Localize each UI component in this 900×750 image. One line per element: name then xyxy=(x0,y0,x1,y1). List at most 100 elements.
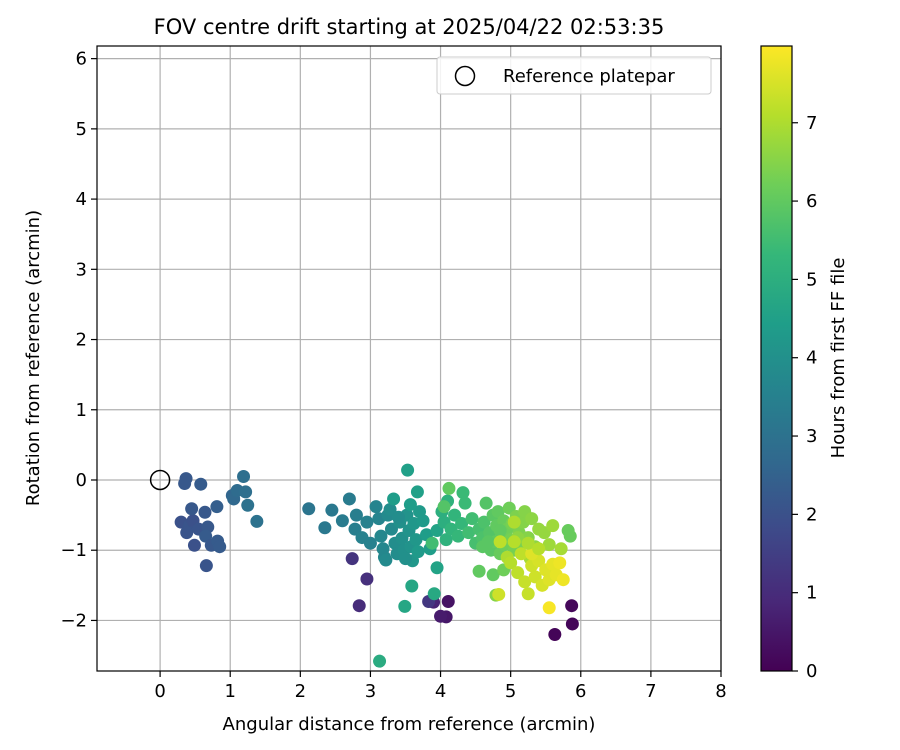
colorbar-tick-label: 5 xyxy=(806,269,817,290)
y-tick-label: 3 xyxy=(76,259,87,280)
data-point xyxy=(398,552,412,566)
data-point xyxy=(521,536,535,550)
y-tick-label: 0 xyxy=(76,470,87,491)
data-point xyxy=(430,561,444,575)
data-point xyxy=(511,566,525,580)
data-point xyxy=(465,512,479,526)
reference-platepar-marker xyxy=(149,469,171,491)
data-point xyxy=(486,568,500,582)
data-point xyxy=(241,498,255,512)
data-point xyxy=(342,492,356,506)
data-point xyxy=(360,572,374,586)
data-point xyxy=(542,538,556,552)
data-point xyxy=(198,505,212,519)
y-axis-ticks: −2 −1 0 1 2 3 4 5 6 xyxy=(60,49,97,631)
data-point xyxy=(434,609,448,623)
data-point xyxy=(548,627,562,641)
colorbar-tick-label: 7 xyxy=(806,113,817,134)
y-tick-label: −2 xyxy=(60,610,87,631)
colorbar-tick-label: 6 xyxy=(806,191,817,212)
x-tick-label: 8 xyxy=(715,681,726,702)
data-point xyxy=(363,536,377,550)
data-point xyxy=(525,512,539,526)
data-point xyxy=(369,500,383,514)
data-point xyxy=(456,486,470,500)
data-point xyxy=(410,485,424,499)
colorbar-tick-label: 3 xyxy=(806,426,817,447)
data-point xyxy=(345,552,359,566)
data-point xyxy=(349,508,363,522)
data-point xyxy=(409,533,423,547)
data-point xyxy=(518,575,532,589)
data-point xyxy=(379,553,393,567)
colorbar-gradient xyxy=(760,45,793,672)
data-point xyxy=(442,481,456,495)
data-point xyxy=(565,599,579,613)
data-point xyxy=(462,526,476,540)
data-point xyxy=(185,502,199,516)
data-point xyxy=(398,599,412,613)
data-point xyxy=(405,579,419,593)
y-tick-label: 2 xyxy=(76,330,87,351)
x-tick-label: 1 xyxy=(224,681,235,702)
data-point xyxy=(360,515,374,529)
x-tick-label: 4 xyxy=(435,681,446,702)
data-point xyxy=(546,519,560,533)
data-point xyxy=(492,587,506,601)
x-tick-label: 6 xyxy=(575,681,586,702)
data-point xyxy=(403,498,417,512)
data-point xyxy=(437,500,451,514)
data-point xyxy=(374,529,388,543)
data-point xyxy=(239,485,253,499)
data-point xyxy=(427,587,441,601)
data-point xyxy=(391,510,405,524)
data-point xyxy=(565,617,579,631)
y-tick-label: 6 xyxy=(76,49,87,70)
data-point xyxy=(199,559,213,573)
data-point xyxy=(563,529,577,543)
data-point xyxy=(441,594,455,608)
plot-area: 0 1 2 3 4 5 6 7 8 −2 −1 0 1 2 3 4 5 6 xyxy=(60,45,727,702)
data-points xyxy=(174,463,579,668)
x-tick-label: 2 xyxy=(295,681,306,702)
data-point xyxy=(416,514,430,528)
data-point xyxy=(237,469,251,483)
data-point xyxy=(514,547,528,561)
data-point xyxy=(318,521,332,535)
data-point xyxy=(507,535,521,549)
data-point xyxy=(210,500,224,514)
data-point xyxy=(493,524,507,538)
data-point xyxy=(554,542,568,556)
legend-box xyxy=(436,56,712,95)
colorbar-ticks: 0 1 2 3 4 5 6 7 xyxy=(792,113,817,682)
legend-marker-icon xyxy=(454,65,476,87)
legend: Reference platepar xyxy=(436,56,712,95)
data-point xyxy=(401,463,415,477)
y-tick-label: 1 xyxy=(76,400,87,421)
data-point xyxy=(194,477,208,491)
data-point xyxy=(479,496,493,510)
x-tick-label: 5 xyxy=(505,681,516,702)
data-point xyxy=(472,564,486,578)
data-point xyxy=(458,496,472,510)
data-point xyxy=(477,515,491,529)
data-point xyxy=(556,573,570,587)
data-point xyxy=(439,533,453,547)
data-point xyxy=(335,514,349,528)
y-axis-label: Rotation from reference (arcmin) xyxy=(23,210,44,506)
data-point xyxy=(455,517,469,531)
colorbar-tick-label: 2 xyxy=(806,504,817,525)
y-tick-label: −1 xyxy=(60,540,87,561)
data-point xyxy=(325,503,339,517)
x-tick-label: 3 xyxy=(365,681,376,702)
data-point xyxy=(481,535,495,549)
data-point xyxy=(376,542,390,556)
data-point xyxy=(493,535,507,549)
colorbar-tick-label: 1 xyxy=(806,583,817,604)
colorbar: 0 1 2 3 4 5 6 7 Hours from first FF file xyxy=(760,45,849,682)
data-point xyxy=(387,492,401,506)
colorbar-label: Hours from first FF file xyxy=(828,258,849,459)
data-point xyxy=(451,529,465,543)
data-point xyxy=(521,587,535,601)
data-point xyxy=(383,502,397,516)
